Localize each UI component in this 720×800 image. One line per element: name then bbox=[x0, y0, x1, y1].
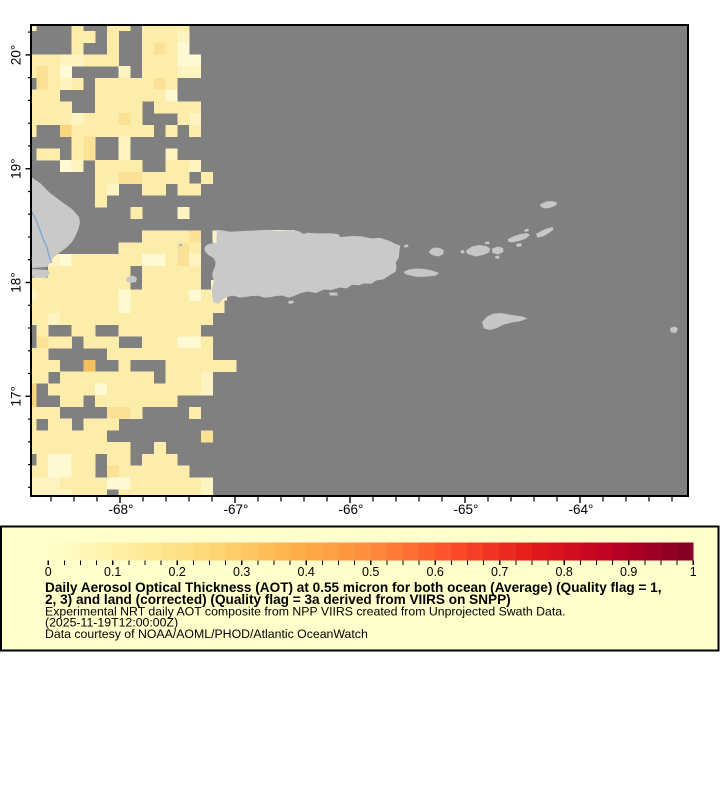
svg-text:0.5: 0.5 bbox=[362, 565, 379, 579]
svg-text:-65°: -65° bbox=[454, 502, 479, 517]
svg-text:0.4: 0.4 bbox=[298, 565, 315, 579]
svg-text:17°: 17° bbox=[9, 386, 24, 406]
svg-text:1: 1 bbox=[690, 565, 697, 579]
svg-text:Experimental NRT daily AOT com: Experimental NRT daily AOT composite fro… bbox=[45, 605, 566, 619]
svg-text:19°: 19° bbox=[9, 158, 24, 178]
svg-text:-67°: -67° bbox=[224, 502, 249, 517]
svg-text:0.2: 0.2 bbox=[169, 565, 186, 579]
svg-text:Daily Aerosol Optical Thicknes: Daily Aerosol Optical Thickness (AOT) at… bbox=[45, 580, 662, 595]
svg-text:0: 0 bbox=[45, 565, 52, 579]
svg-text:0.1: 0.1 bbox=[104, 565, 121, 579]
svg-text:Data courtesy of NOAA/AOML/PHO: Data courtesy of NOAA/AOML/PHOD/Atlantic… bbox=[45, 627, 368, 641]
svg-text:0.7: 0.7 bbox=[491, 565, 508, 579]
svg-text:-66°: -66° bbox=[339, 502, 364, 517]
svg-text:0.9: 0.9 bbox=[620, 565, 637, 579]
svg-text:-68°: -68° bbox=[109, 502, 134, 517]
svg-text:2, 3) and land (corrected) (Qu: 2, 3) and land (corrected) (Quality flag… bbox=[45, 592, 511, 607]
svg-text:18°: 18° bbox=[9, 272, 24, 292]
svg-text:0.3: 0.3 bbox=[233, 565, 250, 579]
svg-text:-64°: -64° bbox=[569, 502, 594, 517]
svg-text:0.8: 0.8 bbox=[556, 565, 573, 579]
svg-text:20°: 20° bbox=[9, 45, 24, 65]
svg-text:0.6: 0.6 bbox=[427, 565, 444, 579]
svg-text:(2025-11-19T12:00:00Z): (2025-11-19T12:00:00Z) bbox=[45, 616, 178, 630]
